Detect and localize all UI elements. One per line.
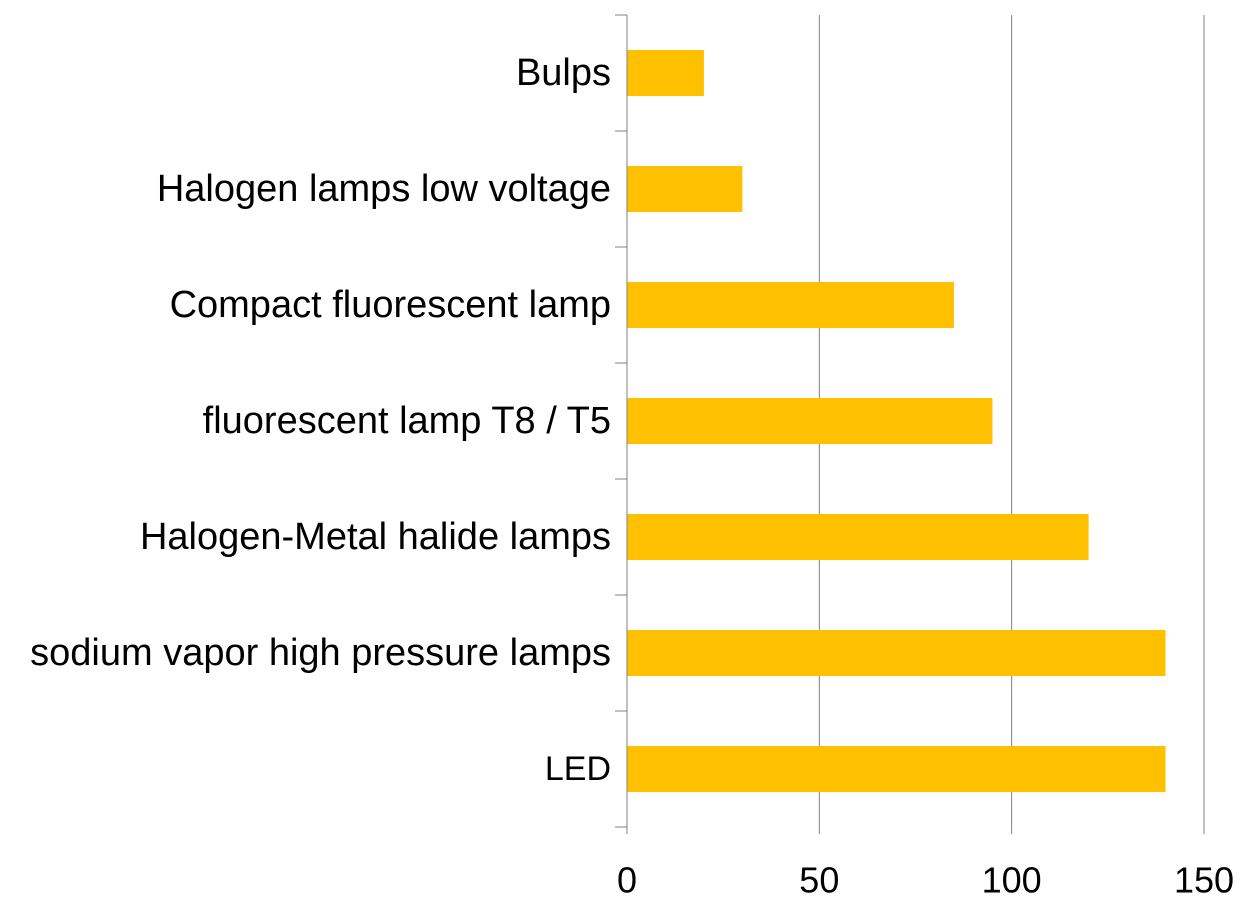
bar (627, 630, 1166, 676)
category-label: sodium vapor high pressure lamps (30, 632, 611, 674)
category-label: Compact fluorescent lamp (170, 284, 611, 326)
x-tick-label: 50 (799, 860, 839, 901)
category-label: Halogen lamps low voltage (157, 168, 611, 210)
category-label: LED (545, 750, 611, 788)
x-tick-label: 100 (982, 860, 1042, 901)
bar (627, 398, 993, 444)
x-tick-label: 0 (617, 860, 637, 901)
category-label: Halogen-Metal halide lamps (140, 516, 611, 558)
category-label: fluorescent lamp T8 / T5 (203, 400, 611, 442)
category-label: Bulps (516, 52, 611, 94)
x-tick-label: 150 (1174, 860, 1234, 901)
bar (627, 746, 1166, 792)
bar (627, 282, 954, 328)
bar (627, 166, 743, 212)
bar (627, 50, 704, 96)
bar (627, 514, 1089, 560)
